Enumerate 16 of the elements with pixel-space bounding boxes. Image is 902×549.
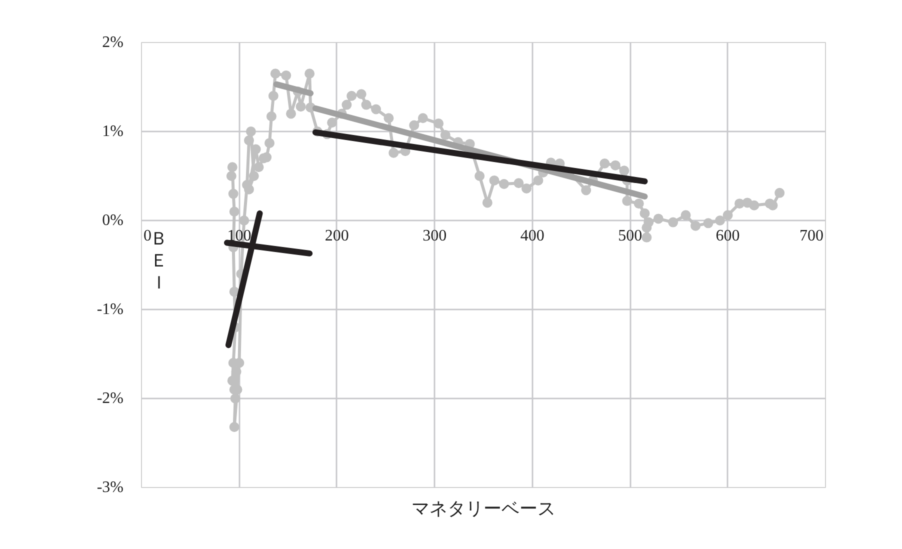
x-tick-label: 300	[422, 228, 447, 244]
x-tick-label: 500	[618, 228, 642, 244]
x-tick-label: 600	[716, 228, 740, 244]
y-tick-label: 2%	[102, 34, 124, 51]
x-tick-label: 0	[144, 228, 152, 244]
y-tick-label: -3%	[96, 479, 124, 496]
y-axis-title: ＢＥＩ	[150, 228, 168, 293]
x-tick-label: 100	[227, 228, 252, 244]
x-tick-label: 400	[520, 228, 544, 244]
y-tick-label: -2%	[96, 390, 124, 407]
x-tick-label: 700	[800, 228, 824, 244]
y-tick-label: -1%	[96, 301, 124, 318]
x-tick-label: 200	[324, 228, 349, 244]
x-axis-title: マネタリーベース	[412, 498, 556, 518]
y-tick-label: 0%	[102, 212, 124, 229]
y-tick-label: 1%	[102, 123, 124, 140]
